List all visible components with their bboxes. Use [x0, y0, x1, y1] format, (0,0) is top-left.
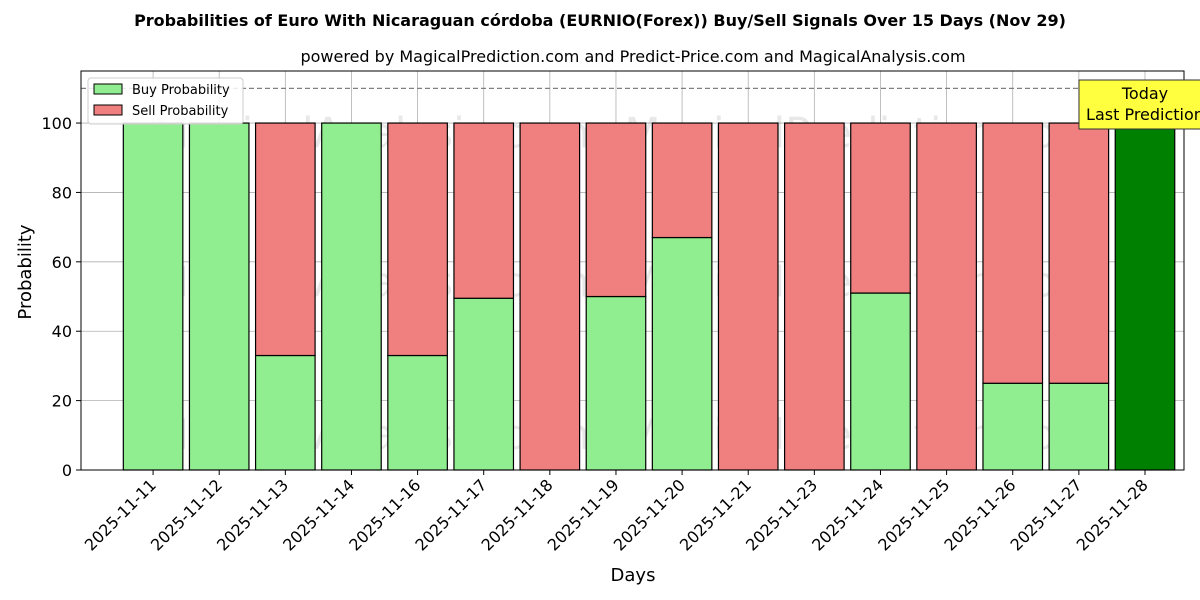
legend-swatch — [93, 83, 123, 95]
legend-label: Buy Probability — [132, 83, 230, 98]
x-axis-ticks: 2025-11-112025-11-122025-11-132025-11-14… — [81, 470, 1152, 555]
sell-bar — [453, 122, 515, 299]
buy-bar — [188, 122, 250, 471]
today-annotation: Today Last Prediction — [1078, 79, 1200, 130]
legend-label: Sell Probability — [132, 104, 229, 119]
sell-bar — [519, 122, 581, 471]
y-tick-label: 80 — [52, 183, 72, 202]
sell-bar — [1048, 122, 1110, 384]
sell-bar — [585, 122, 647, 298]
x-tick-label: 2025-11-28 — [1073, 475, 1152, 554]
buy-bar — [1048, 382, 1110, 471]
y-tick-label: 0 — [62, 461, 72, 480]
y-axis-label: Probability — [15, 224, 36, 319]
buy-bar — [651, 236, 713, 471]
buy-bar — [387, 354, 448, 471]
y-axis-ticks: 0 20 40 60 80 100 — [41, 114, 81, 480]
buy-bar — [254, 354, 316, 471]
buy-bar — [122, 122, 184, 471]
buy-bar — [850, 292, 911, 471]
sell-bar — [982, 122, 1044, 384]
chart-title: Probabilities of Euro With Nicaraguan có… — [134, 11, 1066, 30]
sell-bar — [717, 122, 779, 471]
sell-bar — [783, 122, 845, 471]
buy-bar — [982, 382, 1044, 471]
sell-bar — [916, 122, 977, 471]
chart-subtitle: powered by MagicalPrediction.com and Pre… — [300, 47, 965, 66]
y-tick-label: 20 — [52, 392, 72, 411]
bars — [122, 122, 1176, 471]
buy-bar — [321, 122, 382, 471]
sell-bar — [254, 122, 316, 357]
sell-bar — [850, 122, 911, 294]
buy-bar — [453, 297, 515, 471]
plot-frame — [80, 70, 1185, 471]
annotation-line2: Last Prediction — [1086, 105, 1200, 124]
annotation-line1: Today — [1121, 84, 1168, 103]
y-tick-label: 60 — [52, 253, 72, 272]
sell-bar — [387, 122, 448, 357]
legend-swatch — [93, 104, 123, 116]
legend-box — [87, 77, 244, 125]
annotation-box — [1078, 79, 1200, 130]
x-axis-label: Days — [611, 565, 656, 586]
buy-bar — [1114, 122, 1176, 471]
y-tick-label: 100 — [41, 114, 72, 133]
y-tick-label: 40 — [52, 322, 72, 341]
buy-bar — [585, 295, 647, 471]
legend: Buy Probability Sell Probability — [87, 77, 244, 125]
sell-bar — [651, 122, 713, 239]
